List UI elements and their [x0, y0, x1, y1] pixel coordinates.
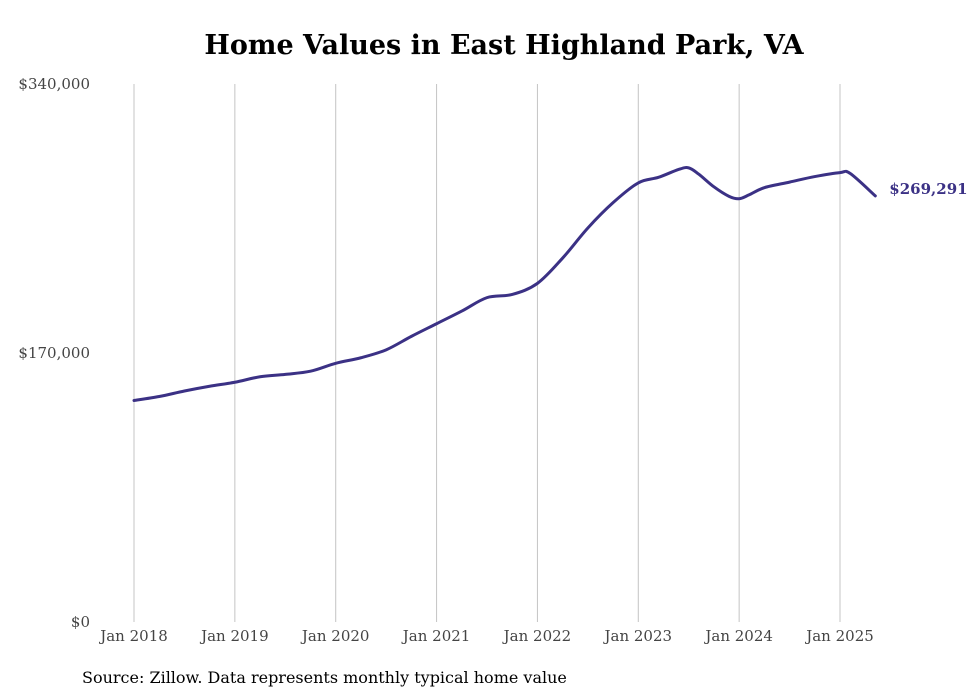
gridlines: [133, 84, 841, 622]
y-tick-label: $170,000: [18, 344, 90, 362]
x-tick-label: Jan 2018: [98, 627, 168, 645]
y-tick-label: $0: [71, 613, 90, 631]
source-note: Source: Zillow. Data represents monthly …: [82, 668, 567, 687]
x-tick-label: Jan 2020: [300, 627, 370, 645]
x-tick-label: Jan 2022: [502, 627, 572, 645]
y-tick-label: $340,000: [18, 75, 90, 93]
series-layer: $269,291: [132, 166, 968, 402]
x-tick-label: Jan 2024: [703, 627, 773, 645]
x-tick-label: Jan 2021: [401, 627, 471, 645]
y-axis-ticks: $0 $170,000 $340,000: [18, 75, 90, 631]
series-line-0: [132, 166, 877, 402]
x-tick-label: Jan 2019: [199, 627, 269, 645]
end-value-label: $269,291: [889, 180, 967, 198]
x-tick-label: Jan 2023: [603, 627, 673, 645]
x-axis-ticks: Jan 2018 Jan 2019 Jan 2020 Jan 2021 Jan 2022…: [98, 627, 874, 645]
chart-title: Home Values in East Highland Park, VA: [204, 30, 804, 61]
x-tick-label: Jan 2025: [804, 627, 874, 645]
